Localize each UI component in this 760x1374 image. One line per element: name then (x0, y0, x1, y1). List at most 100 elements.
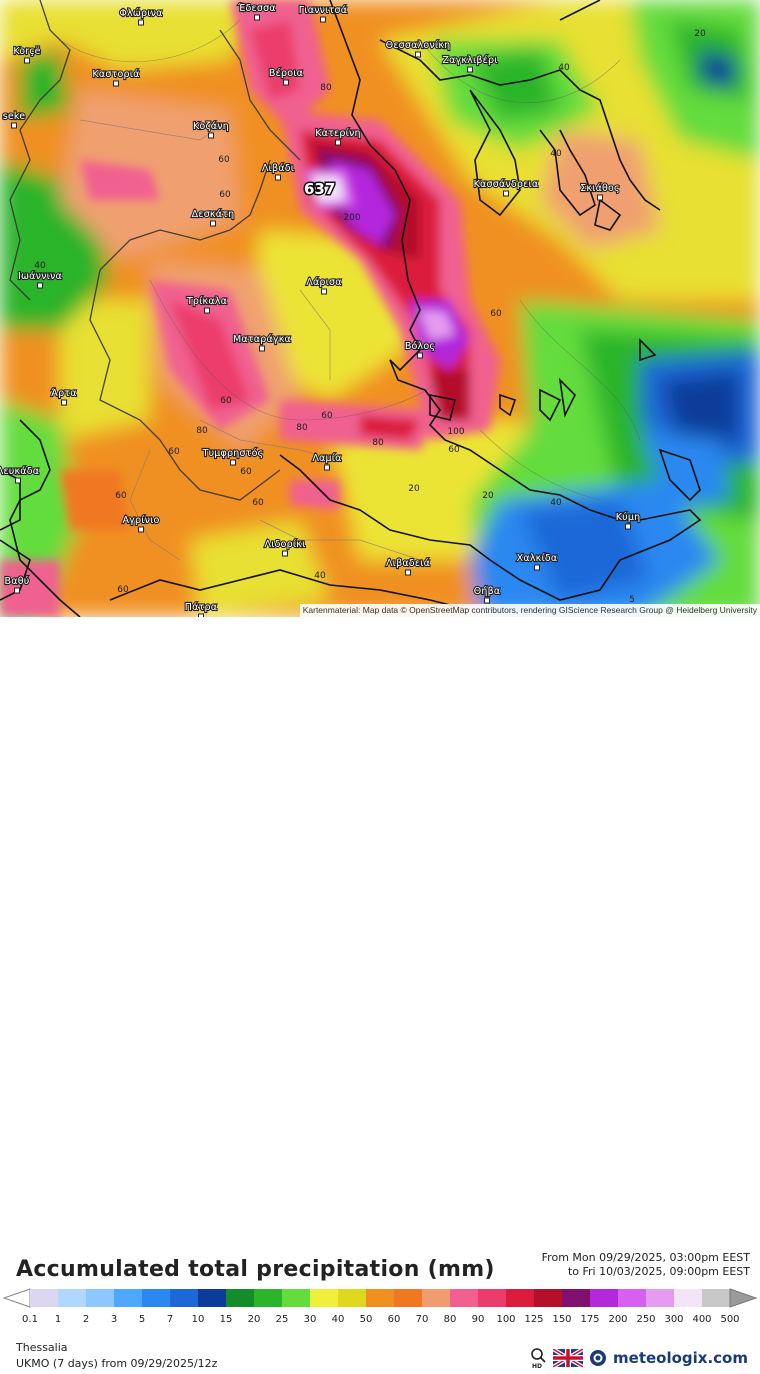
color-scale-ticks: 0.1 1 2 3 5 7 10 15 20 25 30 40 50 60 70 80 90 100 125 150 1… (0, 1314, 760, 1328)
city-marker: Καστοριά (91, 68, 140, 87)
contour-value-label: 20 (408, 484, 420, 494)
contour-value-label: 80 (320, 83, 332, 93)
scale-tick-label: 0.1 (22, 1314, 38, 1325)
city-marker: Ιωάννινα (17, 270, 63, 289)
city-marker: Korçë (12, 45, 42, 64)
scale-tick-label: 25 (275, 1314, 289, 1325)
meteologix-logo-icon (590, 1350, 607, 1366)
city-dot (467, 66, 473, 73)
city-marker: Κασσάνδρεια (473, 178, 539, 197)
city-dot (324, 464, 330, 471)
city-label: Πάτρα (185, 602, 217, 613)
contour-value-label: 40 (314, 571, 326, 581)
contour-value-label: 60 (219, 190, 231, 200)
scale-tick-label: 20 (247, 1314, 261, 1325)
max-value-label: 637 (304, 180, 335, 198)
city-marker: Φλώρινα (118, 7, 164, 26)
city-marker: Λιβάδι (261, 162, 295, 181)
city-label: Θεσσαλονίκη (386, 40, 451, 51)
time-range-to: to Fri 10/03/2025, 09:00pm EEST (567, 1265, 750, 1278)
city-label: Ματαράγκα (233, 334, 291, 345)
hd-zoom-icon[interactable]: HD (529, 1347, 547, 1370)
contour-value-label: 80 (196, 426, 208, 436)
scale-swatch (198, 1289, 227, 1307)
city-marker: Λάρισα (305, 276, 343, 295)
scale-swatch (562, 1289, 591, 1307)
city-marker: Ματαράγκα (232, 333, 292, 352)
map-canvas: 20 40 80 40 80 60 60 40 60 60 20 200 60 60 80 80 60 100 60… (0, 0, 760, 617)
scale-tick-label: 40 (331, 1314, 345, 1325)
map-attribution: Kartenmaterial: Map data © OpenStreetMap… (299, 604, 760, 617)
scale-swatch (142, 1289, 171, 1307)
city-dot (484, 597, 490, 604)
precip-field (0, 0, 760, 617)
precip-core (0, 0, 500, 617)
uk-flag-icon[interactable] (551, 1347, 585, 1369)
contour-value-label: 60 (220, 396, 232, 406)
city-marker: Λαμία (311, 452, 343, 471)
scale-swatch (478, 1289, 507, 1307)
contour-value-label: 60 (240, 467, 252, 477)
precipitation-map[interactable]: 20 40 80 40 80 60 60 40 60 60 20 200 60 60 80 80 60 100 60… (0, 0, 760, 617)
city-dot (275, 174, 281, 181)
city-label: Βόλος (405, 341, 435, 352)
brand-name[interactable]: meteologix.com (613, 1349, 748, 1367)
city-dot (321, 288, 327, 295)
city-marker: Βαθύ (3, 575, 30, 594)
contour-value-label: 100 (447, 427, 464, 437)
city-marker: Πάτρα (184, 601, 218, 617)
city-dot (597, 194, 603, 201)
city-marker: Λιδορίκι (263, 538, 306, 557)
city-label: Γιαννιτσά (299, 5, 347, 16)
scale-swatch (618, 1289, 647, 1307)
city-label: Κασσάνδρεια (474, 179, 539, 190)
city-label: Λιβαδειά (386, 558, 430, 569)
city-label: Κατερίνη (315, 128, 361, 139)
city-dot (335, 139, 341, 146)
city-label: Λαμία (312, 453, 341, 464)
city-marker: Βέροια (268, 67, 304, 86)
scale-tick-label: 60 (387, 1314, 401, 1325)
city-dot (37, 282, 43, 289)
scale-swatch (394, 1289, 423, 1307)
city-label: Δεσκάτη (192, 209, 235, 220)
city-dot (415, 51, 421, 58)
city-marker: Χαλκίδα (516, 552, 558, 571)
scale-swatch (226, 1289, 255, 1307)
city-label: Τυμφρηστός (202, 448, 264, 459)
coastlines (0, 0, 702, 617)
city-dot (208, 132, 214, 139)
scale-swatch (450, 1289, 479, 1307)
contour-value-label: 80 (372, 438, 384, 448)
scale-swatch (590, 1289, 619, 1307)
city-marker: Γιαννιτσά (298, 4, 348, 23)
contour-value-label: 60 (168, 447, 180, 457)
scale-tick-label: 200 (608, 1314, 628, 1325)
region-name: Thessalia (16, 1341, 68, 1354)
time-range-from: From Mon 09/29/2025, 03:00pm EEST (541, 1251, 750, 1264)
city-label: Λάρισα (306, 277, 342, 288)
scale-tick-label: 15 (219, 1314, 233, 1325)
contour-value-label: 5 (629, 595, 635, 605)
city-dot (138, 19, 144, 26)
city-label: seke (3, 111, 26, 122)
city-dot (405, 569, 411, 576)
scale-swatch (702, 1289, 731, 1307)
svg-text:HD: HD (532, 1363, 542, 1369)
city-dot (503, 190, 509, 197)
scale-tick-label: 50 (359, 1314, 373, 1325)
city-dot (14, 587, 20, 594)
city-label: Βαθύ (5, 576, 30, 587)
city-label: Έδεσσα (237, 3, 276, 14)
scale-tick-label: 10 (191, 1314, 205, 1325)
time-range: From Mon 09/29/2025, 03:00pm EEST to Fri… (542, 1251, 750, 1279)
scale-tick-label: 500 (720, 1314, 740, 1325)
contour-value-label: 200 (343, 213, 360, 223)
city-marker: Σκιάθος (579, 182, 621, 201)
city-dot (204, 307, 210, 314)
city-label: Κύμη (616, 512, 641, 523)
scale-swatch (282, 1289, 311, 1307)
city-dot (11, 122, 17, 129)
borders (9, 0, 301, 501)
city-label: Λιδορίκι (265, 539, 306, 550)
